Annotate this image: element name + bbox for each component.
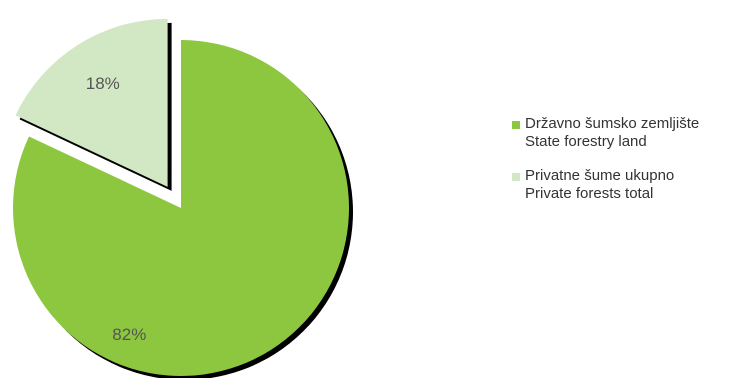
legend-item-private-forests: Privatne šume ukupno Private forests tot… — [512, 167, 699, 203]
slice-value-label-0: 82% — [112, 325, 146, 344]
pie-slice-1 — [15, 18, 168, 187]
legend-label-private-forests-en: Private forests total — [525, 185, 654, 202]
legend-swatch-private-forests — [512, 173, 520, 181]
slice-value-label-1: 18% — [86, 74, 120, 93]
legend: Državno šumsko zemljište State forestry … — [512, 115, 699, 219]
legend-label-state-forestry: Državno šumsko zemljište — [525, 115, 700, 132]
legend-swatch-state-forestry — [512, 121, 520, 129]
legend-label-state-forestry-en: State forestry land — [525, 133, 647, 150]
legend-label-private-forests: Privatne šume ukupno — [525, 167, 675, 184]
pie-slice-0 — [13, 40, 350, 376]
legend-item-state-forestry: Državno šumsko zemljište State forestry … — [512, 115, 699, 151]
